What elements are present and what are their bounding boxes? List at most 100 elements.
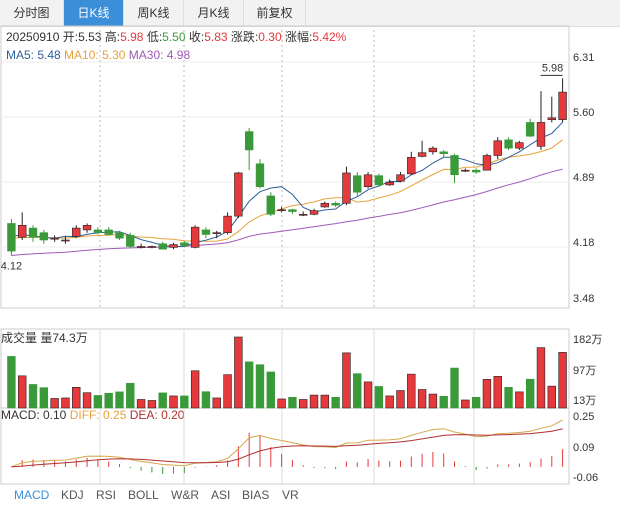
info-close: 5.83 — [204, 30, 228, 44]
volume-bar — [353, 373, 362, 409]
indicator-tab-rsi[interactable]: RSI — [96, 488, 117, 502]
volume-bar — [407, 373, 416, 409]
low-marker-label: 4.12 — [1, 261, 22, 273]
candle-body — [342, 172, 351, 204]
volume-bar — [439, 395, 448, 409]
volume-bar — [266, 371, 275, 409]
candle-body — [18, 225, 27, 238]
volume-bar — [471, 396, 481, 409]
volume-bar — [234, 336, 243, 409]
volume-bar — [39, 387, 49, 409]
volume-bar — [461, 399, 470, 409]
price-tick: 3.48 — [573, 293, 595, 305]
volume-bar — [331, 396, 340, 409]
volume-bar — [244, 361, 254, 409]
candle-body — [126, 235, 135, 247]
indicator-tab-asi[interactable]: ASI — [211, 488, 231, 502]
volume-bar — [515, 391, 524, 409]
candle-body — [50, 237, 59, 240]
candle-body — [363, 174, 373, 188]
macd-panel-frame — [0, 407, 570, 485]
info-close-label: 收: — [188, 30, 205, 44]
candle-body — [525, 122, 535, 137]
volume-bar — [558, 352, 567, 409]
candle-body — [201, 229, 211, 235]
indicator-tab-vr[interactable]: VR — [282, 488, 299, 502]
candle-body — [147, 246, 157, 248]
candle-body — [309, 210, 319, 215]
info-high: 5.98 — [120, 30, 144, 44]
candle-body — [223, 215, 232, 233]
candle-body — [417, 152, 427, 157]
volume-bar — [72, 387, 81, 409]
volume-bar — [190, 370, 200, 409]
candle-body — [547, 117, 556, 120]
volume-bar — [136, 399, 146, 409]
info-change: 0.30 — [258, 30, 282, 44]
indicator-tabs: MACD KDJ RSI BOLL W&R ASI BIAS VR — [0, 484, 620, 506]
indicator-tab-boll[interactable]: BOLL — [128, 488, 159, 502]
tab-forward-adjusted[interactable]: 前复权 — [244, 0, 306, 26]
indicator-tab-bias[interactable]: BIAS — [242, 488, 270, 502]
volume-bar — [504, 387, 513, 409]
candle-body — [234, 172, 243, 217]
candle-body — [504, 139, 513, 149]
candle-body — [190, 226, 200, 248]
candle-body — [212, 232, 221, 234]
candle-body — [471, 169, 481, 173]
info-open: 5.53 — [78, 30, 102, 44]
candle-body — [439, 151, 448, 154]
macd-dea-line — [11, 428, 563, 468]
candle-body — [244, 131, 254, 151]
indicator-tab-kdj[interactable]: KDJ — [61, 488, 84, 502]
candle-body — [299, 213, 308, 216]
tab-intraday[interactable]: 分时图 — [0, 0, 64, 26]
candle-body — [115, 232, 124, 239]
ma30-line — [11, 168, 563, 256]
ohlc-info-bar: 20250910 开:5.53 高:5.98 低:5.50 收:5.83 涨跌:… — [6, 28, 346, 45]
candle-body — [288, 209, 297, 212]
candle-body — [180, 242, 189, 246]
volume-tick: 97万 — [573, 365, 597, 377]
candle-body — [353, 175, 362, 193]
candle-body — [450, 155, 459, 176]
candle-body — [407, 157, 416, 175]
volume-label: 成交量 量74.3万 — [1, 331, 88, 345]
volume-bar — [288, 396, 297, 409]
volume-bar — [493, 376, 502, 409]
volume-bar — [147, 400, 157, 409]
indicator-tab-macd[interactable]: MACD — [14, 488, 50, 502]
volume-bar — [104, 392, 113, 409]
candle-body — [136, 246, 146, 248]
macd-tick: -0.06 — [573, 472, 599, 484]
candle-body — [266, 195, 275, 215]
tab-weekly-k[interactable]: 周K线 — [124, 0, 184, 26]
volume-bar — [115, 391, 124, 409]
volume-bar — [547, 385, 556, 409]
volume-bar — [342, 352, 351, 409]
indicator-tab-wr[interactable]: W&R — [171, 488, 199, 502]
volume-bar — [482, 379, 492, 409]
ma-legend: MA5: 5.48 MA10: 5.30 MA30: 4.98 — [6, 48, 190, 62]
volume-tick: 182万 — [573, 334, 603, 346]
candle-body — [558, 91, 567, 120]
volume-bar — [299, 399, 308, 409]
tab-monthly-k[interactable]: 月K线 — [184, 0, 244, 26]
volume-bar — [223, 374, 232, 409]
volume-bar — [396, 390, 405, 409]
volume-bar — [158, 392, 167, 409]
tab-daily-k[interactable]: 日K线 — [64, 0, 124, 26]
candle-body — [515, 142, 524, 149]
candle-body — [428, 147, 438, 153]
ma10-line — [11, 139, 563, 242]
volume-bar — [255, 364, 265, 409]
volume-bar — [7, 356, 16, 409]
candle-body — [28, 227, 38, 238]
volume-bar — [450, 367, 459, 409]
info-low-label: 低: — [146, 30, 163, 44]
price-tick: 4.89 — [573, 172, 595, 184]
candle-body — [482, 155, 492, 171]
candle-body — [277, 209, 286, 211]
info-high-label: 高: — [104, 30, 121, 44]
